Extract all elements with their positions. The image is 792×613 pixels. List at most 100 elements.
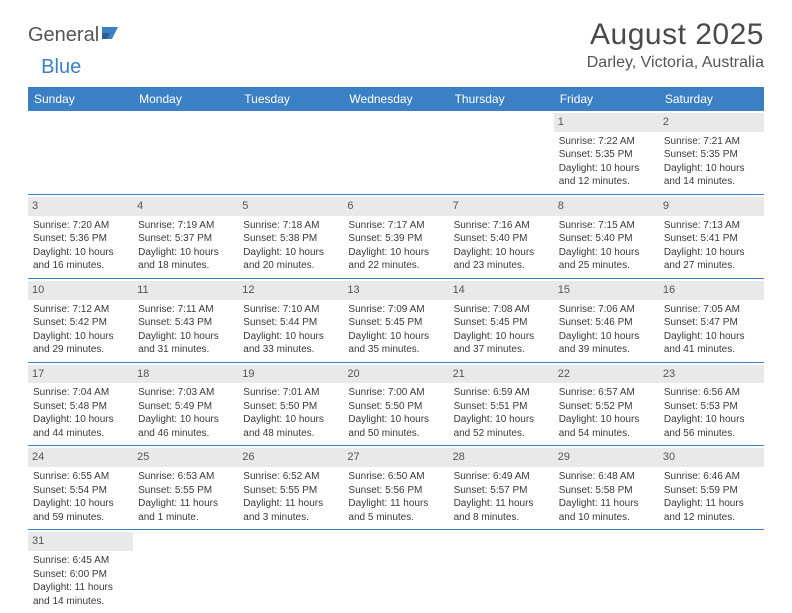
sunset: Sunset: 6:00 PM bbox=[33, 568, 128, 582]
sunrise: Sunrise: 7:16 AM bbox=[454, 219, 549, 233]
day-number: 4 bbox=[133, 197, 238, 216]
daylight-2: and 54 minutes. bbox=[559, 427, 654, 441]
sunrise: Sunrise: 7:19 AM bbox=[138, 219, 233, 233]
daylight-2: and 1 minute. bbox=[138, 511, 233, 525]
sunrise: Sunrise: 7:06 AM bbox=[559, 303, 654, 317]
sunset: Sunset: 5:54 PM bbox=[33, 484, 128, 498]
col-tue: Tuesday bbox=[238, 87, 343, 111]
day-number: 14 bbox=[449, 281, 554, 300]
day-cell: 18Sunrise: 7:03 AMSunset: 5:49 PMDayligh… bbox=[133, 362, 238, 446]
day-number: 27 bbox=[343, 448, 448, 467]
sunset: Sunset: 5:50 PM bbox=[243, 400, 338, 414]
sunrise: Sunrise: 7:17 AM bbox=[348, 219, 443, 233]
day-number: 20 bbox=[343, 365, 448, 384]
day-cell: 10Sunrise: 7:12 AMSunset: 5:42 PMDayligh… bbox=[28, 278, 133, 362]
day-number: 6 bbox=[343, 197, 448, 216]
day-number: 26 bbox=[238, 448, 343, 467]
daylight-2: and 35 minutes. bbox=[348, 343, 443, 357]
day-cell: 20Sunrise: 7:00 AMSunset: 5:50 PMDayligh… bbox=[343, 362, 448, 446]
daylight-2: and 48 minutes. bbox=[243, 427, 338, 441]
sunrise: Sunrise: 7:03 AM bbox=[138, 386, 233, 400]
day-cell: . bbox=[449, 111, 554, 194]
daylight-1: Daylight: 10 hours bbox=[243, 246, 338, 260]
daylight-1: Daylight: 10 hours bbox=[559, 413, 654, 427]
daylight-1: Daylight: 10 hours bbox=[664, 162, 759, 176]
day-number: 7 bbox=[449, 197, 554, 216]
sunset: Sunset: 5:50 PM bbox=[348, 400, 443, 414]
sunrise: Sunrise: 7:15 AM bbox=[559, 219, 654, 233]
sunset: Sunset: 5:53 PM bbox=[664, 400, 759, 414]
logo-text-1: General bbox=[28, 24, 99, 47]
col-sat: Saturday bbox=[659, 87, 764, 111]
week-row: 31Sunrise: 6:45 AMSunset: 6:00 PMDayligh… bbox=[28, 530, 764, 613]
daylight-2: and 14 minutes. bbox=[33, 595, 128, 609]
day-cell: . bbox=[238, 111, 343, 194]
daylight-1: Daylight: 10 hours bbox=[348, 246, 443, 260]
sunrise: Sunrise: 6:48 AM bbox=[559, 470, 654, 484]
flag-icon bbox=[102, 24, 126, 47]
day-cell: 5Sunrise: 7:18 AMSunset: 5:38 PMDaylight… bbox=[238, 194, 343, 278]
sunset: Sunset: 5:55 PM bbox=[243, 484, 338, 498]
sunrise: Sunrise: 7:21 AM bbox=[664, 135, 759, 149]
daylight-1: Daylight: 10 hours bbox=[559, 246, 654, 260]
day-cell: . bbox=[343, 111, 448, 194]
day-cell: 4Sunrise: 7:19 AMSunset: 5:37 PMDaylight… bbox=[133, 194, 238, 278]
daylight-1: Daylight: 10 hours bbox=[559, 330, 654, 344]
daylight-2: and 59 minutes. bbox=[33, 511, 128, 525]
day-number: 30 bbox=[659, 448, 764, 467]
daylight-2: and 25 minutes. bbox=[559, 259, 654, 273]
day-number: 11 bbox=[133, 281, 238, 300]
sunrise: Sunrise: 6:52 AM bbox=[243, 470, 338, 484]
day-number: 24 bbox=[28, 448, 133, 467]
sunset: Sunset: 5:35 PM bbox=[559, 148, 654, 162]
day-cell: 14Sunrise: 7:08 AMSunset: 5:45 PMDayligh… bbox=[449, 278, 554, 362]
day-cell: 24Sunrise: 6:55 AMSunset: 5:54 PMDayligh… bbox=[28, 446, 133, 530]
daylight-1: Daylight: 10 hours bbox=[138, 413, 233, 427]
daylight-2: and 52 minutes. bbox=[454, 427, 549, 441]
week-row: 24Sunrise: 6:55 AMSunset: 5:54 PMDayligh… bbox=[28, 446, 764, 530]
daylight-1: Daylight: 11 hours bbox=[243, 497, 338, 511]
day-number: 16 bbox=[659, 281, 764, 300]
col-mon: Monday bbox=[133, 87, 238, 111]
daylight-1: Daylight: 10 hours bbox=[454, 330, 549, 344]
day-cell: 25Sunrise: 6:53 AMSunset: 5:55 PMDayligh… bbox=[133, 446, 238, 530]
sunset: Sunset: 5:52 PM bbox=[559, 400, 654, 414]
daylight-1: Daylight: 11 hours bbox=[664, 497, 759, 511]
day-number: 2 bbox=[659, 113, 764, 132]
daylight-2: and 27 minutes. bbox=[664, 259, 759, 273]
day-number: 15 bbox=[554, 281, 659, 300]
daylight-1: Daylight: 10 hours bbox=[454, 413, 549, 427]
daylight-1: Daylight: 10 hours bbox=[33, 413, 128, 427]
sunset: Sunset: 5:39 PM bbox=[348, 232, 443, 246]
day-number: 1 bbox=[554, 113, 659, 132]
week-row: .....1Sunrise: 7:22 AMSunset: 5:35 PMDay… bbox=[28, 111, 764, 194]
daylight-1: Daylight: 10 hours bbox=[664, 413, 759, 427]
sunset: Sunset: 5:42 PM bbox=[33, 316, 128, 330]
daylight-2: and 20 minutes. bbox=[243, 259, 338, 273]
sunset: Sunset: 5:40 PM bbox=[559, 232, 654, 246]
sunset: Sunset: 5:41 PM bbox=[664, 232, 759, 246]
sunset: Sunset: 5:47 PM bbox=[664, 316, 759, 330]
day-number: 18 bbox=[133, 365, 238, 384]
daylight-2: and 5 minutes. bbox=[348, 511, 443, 525]
sunset: Sunset: 5:43 PM bbox=[138, 316, 233, 330]
daylight-2: and 8 minutes. bbox=[454, 511, 549, 525]
sunrise: Sunrise: 7:09 AM bbox=[348, 303, 443, 317]
daylight-2: and 50 minutes. bbox=[348, 427, 443, 441]
daylight-1: Daylight: 10 hours bbox=[243, 330, 338, 344]
sunrise: Sunrise: 6:45 AM bbox=[33, 554, 128, 568]
day-cell: . bbox=[343, 530, 448, 613]
day-cell: 28Sunrise: 6:49 AMSunset: 5:57 PMDayligh… bbox=[449, 446, 554, 530]
sunrise: Sunrise: 7:08 AM bbox=[454, 303, 549, 317]
logo: General bbox=[28, 24, 126, 47]
day-number: 31 bbox=[28, 532, 133, 551]
col-sun: Sunday bbox=[28, 87, 133, 111]
daylight-2: and 14 minutes. bbox=[664, 175, 759, 189]
day-number: 29 bbox=[554, 448, 659, 467]
day-cell: 11Sunrise: 7:11 AMSunset: 5:43 PMDayligh… bbox=[133, 278, 238, 362]
daylight-2: and 12 minutes. bbox=[559, 175, 654, 189]
day-cell: 8Sunrise: 7:15 AMSunset: 5:40 PMDaylight… bbox=[554, 194, 659, 278]
daylight-2: and 37 minutes. bbox=[454, 343, 549, 357]
sunrise: Sunrise: 7:12 AM bbox=[33, 303, 128, 317]
sunset: Sunset: 5:51 PM bbox=[454, 400, 549, 414]
